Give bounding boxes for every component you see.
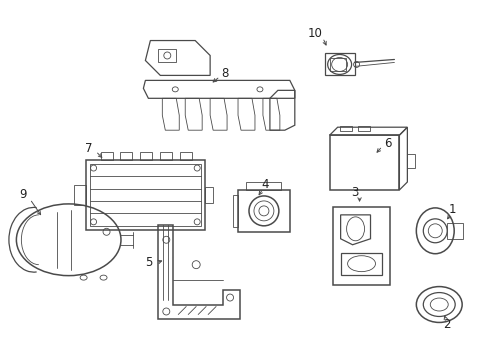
Text: 10: 10 (307, 27, 322, 40)
Bar (141, 152, 152, 160)
Bar (340, 126, 352, 131)
Bar (160, 152, 172, 160)
Bar (158, 49, 176, 62)
Bar (407, 154, 416, 168)
Bar (121, 152, 132, 160)
Text: 5: 5 (145, 256, 152, 269)
Text: 7: 7 (85, 141, 92, 155)
Bar (330, 135, 399, 190)
Text: 6: 6 (384, 137, 391, 150)
Bar (233, 195, 238, 227)
Bar (358, 126, 369, 131)
Bar (90, 164, 201, 226)
Text: 3: 3 (351, 186, 358, 199)
Text: 9: 9 (19, 188, 26, 202)
Text: 8: 8 (221, 67, 229, 80)
Text: 4: 4 (261, 179, 269, 192)
Bar (74, 185, 86, 205)
Bar (333, 207, 391, 285)
Bar (100, 152, 113, 160)
Text: 1: 1 (448, 203, 456, 216)
Bar (238, 190, 290, 232)
Bar (447, 223, 463, 239)
Bar (246, 182, 281, 190)
Bar (86, 160, 205, 230)
Bar (325, 54, 355, 75)
Bar (180, 152, 192, 160)
Bar (205, 187, 213, 203)
Text: 2: 2 (443, 318, 451, 331)
Bar (330, 58, 345, 71)
